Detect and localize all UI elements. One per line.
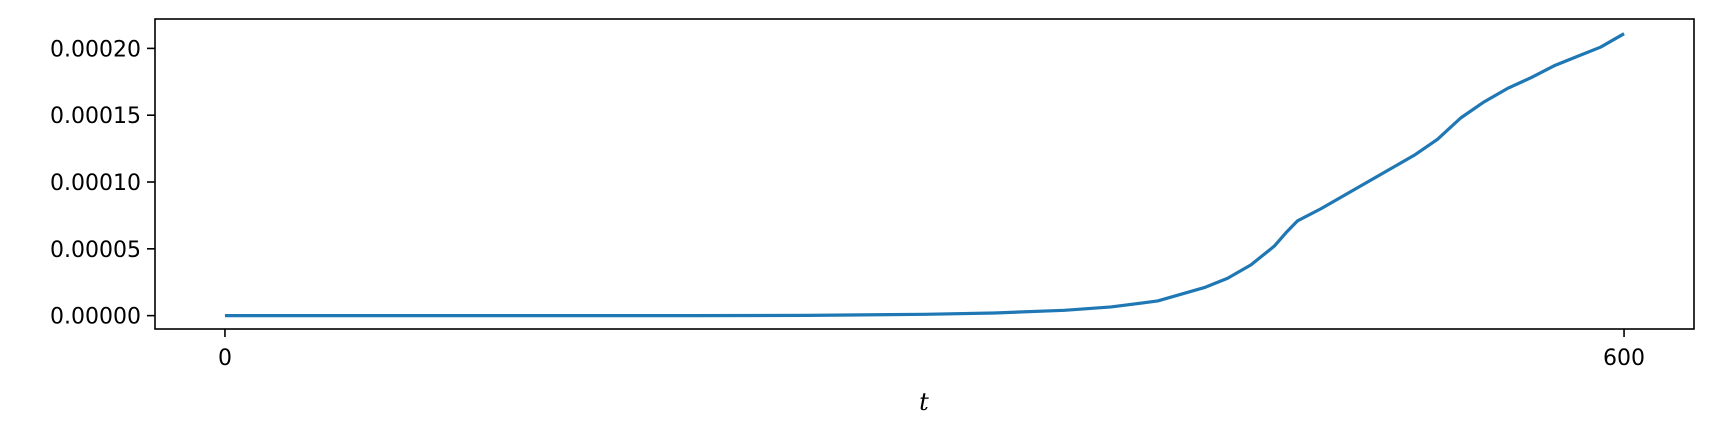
x-axis-label: t: [919, 388, 929, 416]
y-tick-label: 0.00020: [50, 37, 141, 62]
plot-layer: [224, 32, 1625, 318]
y-axis-ticks: 0.00000 0.00005 0.00010 0.00015 0.00020: [50, 37, 155, 330]
series-line-0: [224, 32, 1625, 318]
x-axis-ticks: 0 600: [218, 329, 1645, 371]
y-tick-label: 0.00010: [50, 171, 141, 196]
y-tick-label: 0.00015: [50, 104, 141, 129]
plot-area-frame: [154, 18, 1695, 330]
x-tick-label: 0: [218, 346, 232, 371]
x-tick-label: 600: [1603, 346, 1645, 371]
y-tick-label: 0.00005: [50, 238, 141, 263]
y-tick-label: 0.00000: [50, 305, 141, 330]
